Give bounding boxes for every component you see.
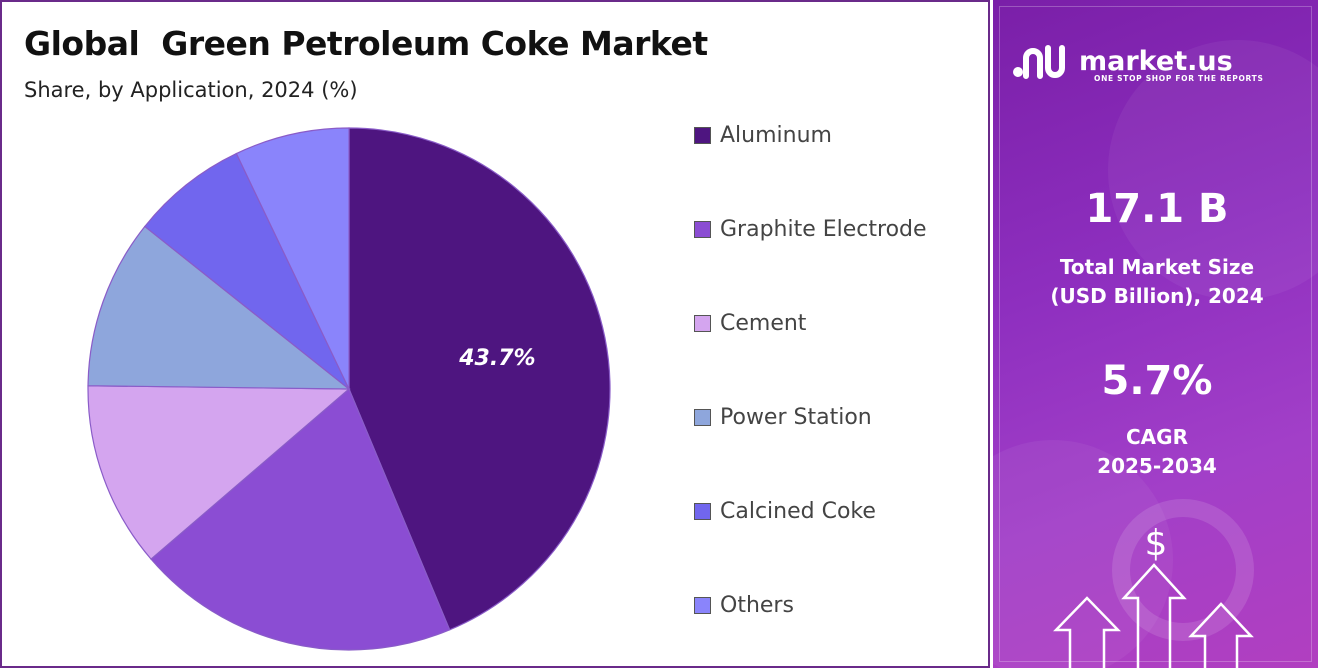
legend-label: Aluminum xyxy=(720,122,832,148)
legend-swatch xyxy=(694,126,711,144)
legend-item-graphite-electrode: Graphite Electrode xyxy=(694,214,927,244)
data-label-aluminum: 43.7% xyxy=(458,346,535,371)
pie-slice-aluminum xyxy=(348,127,611,631)
chart-subtitle: Share, by Application, 2024 (%) xyxy=(24,78,358,102)
rising-arrows-icon: $ xyxy=(1053,523,1254,668)
chart-panel: Global Green Petroleum Coke Market Share… xyxy=(0,0,990,668)
legend-label: Others xyxy=(720,592,794,618)
pie-slice-cement xyxy=(87,385,351,560)
brand-tagline: ONE STOP SHOP FOR THE REPORTS xyxy=(1094,74,1264,83)
brand-name: market.us xyxy=(1079,46,1233,77)
legend-label: Cement xyxy=(720,310,807,336)
market-size-value: 17.1 B xyxy=(1085,186,1229,232)
legend-item-power-station: Power Station xyxy=(694,402,872,432)
dollar-icon: $ xyxy=(1145,523,1168,564)
legend-item-calcined-coke: Calcined Coke xyxy=(694,496,876,526)
legend-swatch xyxy=(694,314,711,332)
legend-swatch xyxy=(694,408,711,426)
market-us-logo-icon xyxy=(1013,45,1065,79)
market-size-label-line1: Total Market Size xyxy=(1059,255,1255,279)
legend-label: Calcined Coke xyxy=(720,498,876,524)
legend-label: Graphite Electrode xyxy=(720,216,927,242)
legend-item-aluminum: Aluminum xyxy=(694,120,832,150)
legend-item-others: Others xyxy=(694,590,794,620)
brand-logo: market.us xyxy=(1011,42,1233,82)
cagr-label-line2: 2025-2034 xyxy=(1097,454,1217,478)
pie-slice-others xyxy=(235,127,350,390)
legend-swatch xyxy=(694,596,711,614)
summary-panel: market.us ONE STOP SHOP FOR THE REPORTS … xyxy=(990,0,1318,668)
pie-chart: 43.7% xyxy=(87,127,611,651)
market-size-label-line2: (USD Billion), 2024 xyxy=(1050,284,1264,308)
summary-frame xyxy=(999,6,1312,662)
legend-item-cement: Cement xyxy=(694,308,806,338)
pie-slice-power-station xyxy=(87,225,351,390)
pie-slice-graphite-electrode xyxy=(150,388,451,651)
pie-slice-calcined-coke xyxy=(143,152,350,390)
background-decoration xyxy=(993,40,1318,668)
chart-title: Global Green Petroleum Coke Market xyxy=(24,24,708,63)
legend-label: Power Station xyxy=(720,404,872,430)
cagr-value: 5.7% xyxy=(1101,358,1213,404)
cagr-label-line1: CAGR xyxy=(1126,425,1188,449)
legend-swatch xyxy=(694,220,711,238)
legend-swatch xyxy=(694,502,711,520)
